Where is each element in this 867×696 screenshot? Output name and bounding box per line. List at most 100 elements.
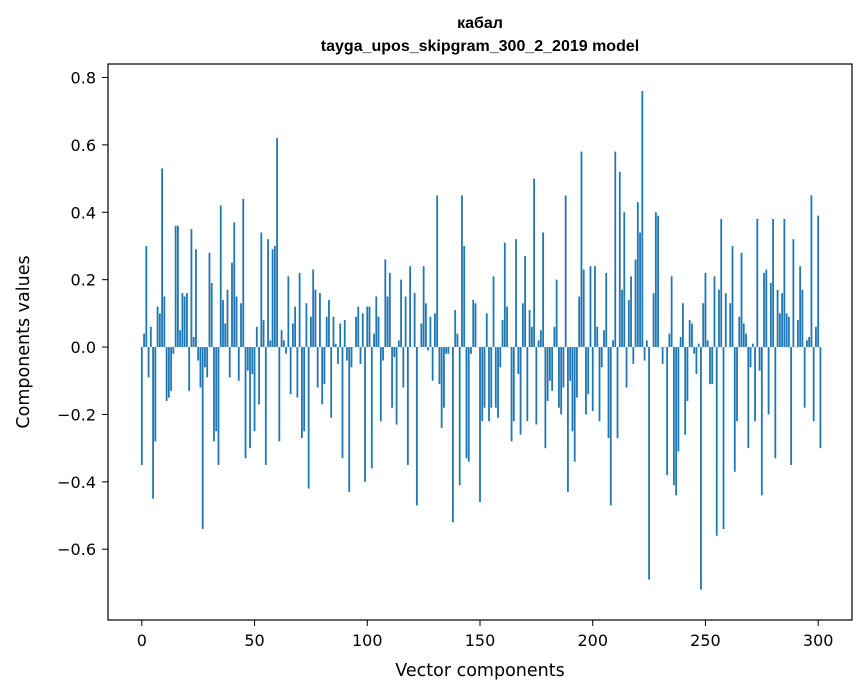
bar bbox=[603, 330, 605, 348]
bar bbox=[170, 347, 173, 391]
bar bbox=[165, 347, 168, 401]
bar bbox=[206, 347, 209, 378]
bar bbox=[235, 296, 238, 348]
bar bbox=[452, 347, 454, 523]
y-tick-label: −0.2 bbox=[57, 405, 96, 424]
bar bbox=[799, 266, 802, 348]
bar bbox=[269, 340, 272, 348]
y-axis-label: Components values bbox=[14, 255, 34, 428]
bar bbox=[765, 269, 768, 348]
bar bbox=[262, 320, 265, 348]
chart-title: кабал bbox=[457, 15, 503, 32]
bar bbox=[465, 347, 468, 459]
bar bbox=[763, 272, 765, 348]
bar bbox=[571, 347, 574, 432]
bar bbox=[154, 347, 157, 442]
bar bbox=[282, 340, 285, 348]
y-tick-label: 0.0 bbox=[71, 338, 96, 357]
x-tick-label: 250 bbox=[690, 631, 721, 650]
bar bbox=[404, 296, 407, 348]
bar bbox=[623, 212, 626, 348]
bar bbox=[197, 347, 200, 361]
bar bbox=[186, 293, 188, 348]
bar bbox=[787, 316, 790, 348]
bar bbox=[760, 347, 763, 496]
bar bbox=[488, 347, 490, 422]
bar bbox=[736, 347, 738, 422]
bar bbox=[815, 326, 817, 348]
x-axis: 0 50 100 150 200 250 300 bbox=[137, 620, 833, 650]
bar bbox=[188, 347, 191, 391]
bar bbox=[634, 259, 637, 348]
bar bbox=[544, 347, 547, 449]
bar bbox=[772, 219, 774, 348]
bar bbox=[767, 347, 770, 415]
x-axis-label: Vector components bbox=[395, 661, 564, 681]
bar bbox=[258, 347, 260, 405]
bar bbox=[219, 205, 222, 348]
bar bbox=[174, 225, 177, 348]
bar bbox=[666, 347, 669, 476]
bar bbox=[668, 333, 671, 348]
bar bbox=[152, 347, 154, 499]
bar bbox=[337, 347, 339, 364]
bar bbox=[251, 347, 254, 375]
bar bbox=[330, 347, 333, 418]
bar bbox=[785, 313, 788, 348]
bar bbox=[210, 283, 213, 348]
bar bbox=[388, 272, 391, 348]
bar bbox=[228, 347, 231, 378]
bar bbox=[700, 347, 702, 590]
bar bbox=[612, 340, 614, 348]
bar bbox=[456, 333, 459, 348]
bar bbox=[537, 340, 540, 348]
bar bbox=[242, 198, 245, 348]
bar bbox=[350, 347, 353, 368]
bar bbox=[679, 336, 682, 348]
bar bbox=[215, 347, 218, 432]
bar bbox=[424, 303, 427, 348]
bar bbox=[415, 347, 418, 506]
bar bbox=[521, 303, 524, 348]
bar bbox=[328, 299, 330, 348]
y-tick-label: −0.6 bbox=[57, 540, 96, 559]
bar bbox=[161, 168, 164, 348]
bar bbox=[195, 249, 197, 348]
bar bbox=[781, 293, 784, 348]
x-tick-label: 150 bbox=[465, 631, 496, 650]
bar bbox=[217, 347, 220, 465]
bar bbox=[355, 316, 357, 348]
bar bbox=[677, 347, 680, 452]
bar bbox=[436, 195, 439, 348]
bar bbox=[657, 215, 660, 348]
bar bbox=[276, 138, 278, 348]
bar bbox=[348, 347, 351, 492]
bar bbox=[231, 262, 233, 348]
bar bbox=[817, 215, 820, 348]
bar bbox=[472, 299, 475, 348]
bar bbox=[156, 306, 159, 348]
bar bbox=[332, 316, 335, 348]
bar bbox=[524, 256, 526, 348]
bar bbox=[774, 347, 777, 459]
bar bbox=[682, 303, 684, 348]
bar bbox=[226, 289, 229, 348]
bar bbox=[375, 296, 378, 348]
bar bbox=[341, 347, 344, 459]
bar bbox=[751, 343, 754, 348]
bar bbox=[731, 245, 734, 348]
bar bbox=[792, 239, 795, 348]
bar bbox=[675, 347, 678, 496]
bar bbox=[314, 289, 317, 348]
bar bbox=[183, 296, 186, 348]
bar bbox=[240, 303, 242, 348]
bar bbox=[515, 239, 517, 348]
bar bbox=[596, 326, 599, 348]
bar bbox=[467, 347, 470, 462]
bar bbox=[648, 347, 650, 580]
bar bbox=[402, 347, 405, 388]
bars-group bbox=[140, 90, 822, 590]
bar bbox=[296, 347, 299, 398]
bar bbox=[738, 316, 741, 348]
bar bbox=[192, 336, 195, 348]
